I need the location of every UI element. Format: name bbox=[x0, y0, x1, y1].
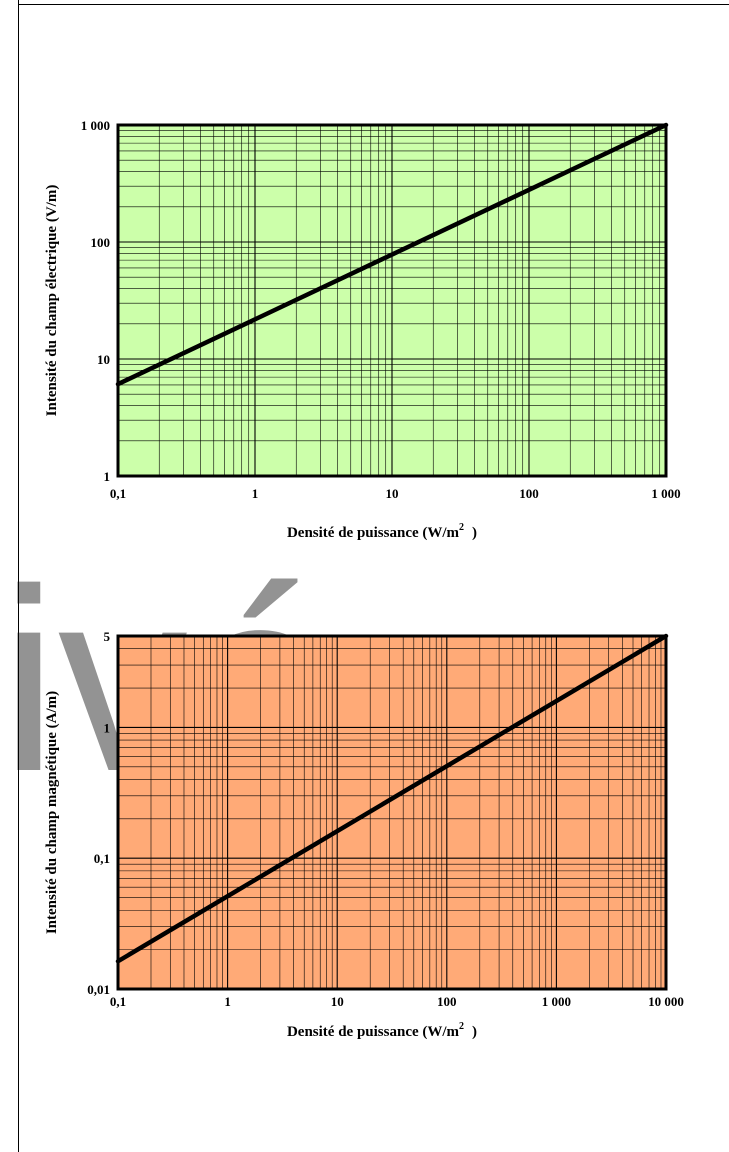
y-tick-label: 1 000 bbox=[81, 118, 110, 133]
y-tick-label: 5 bbox=[104, 629, 111, 644]
x-axis-title: Densité de puissance (W/m2) bbox=[287, 1021, 477, 1040]
x-tick-label: 10 bbox=[331, 994, 344, 1009]
x-axis-title: Densité de puissance (W/m2) bbox=[287, 522, 477, 541]
plot-background bbox=[118, 636, 666, 989]
y-tick-label: 0,1 bbox=[94, 851, 110, 866]
x-tick-label: 100 bbox=[519, 486, 539, 501]
electric-field-chart: 0,1 1 10 100 1 000 1 10 100 1 000 Densité de puis… bbox=[44, 118, 681, 541]
x-grid bbox=[150, 636, 662, 989]
x-tick-label: 10 000 bbox=[648, 994, 684, 1009]
series-line-0 bbox=[115, 122, 669, 387]
y-grid bbox=[118, 648, 666, 950]
y-tick-label: 1 bbox=[104, 469, 111, 484]
x-tick-label: 1 000 bbox=[542, 994, 571, 1009]
x-tick-label: 1 bbox=[224, 994, 231, 1009]
x-grid bbox=[158, 125, 661, 476]
plot-frame bbox=[116, 123, 668, 478]
y-tick-label: 10 bbox=[97, 352, 110, 367]
y-tick-label: 1 bbox=[104, 720, 111, 735]
y-grid bbox=[118, 130, 666, 442]
y-tick-label: 0,01 bbox=[87, 982, 110, 997]
y-axis-title: Intensité du champ électrique (V/m) bbox=[44, 185, 60, 417]
page-frame-left bbox=[18, 0, 19, 1152]
y-tick-label: 100 bbox=[91, 235, 111, 250]
x-tick-label: 10 bbox=[386, 486, 399, 501]
x-tick-label: 1 000 bbox=[651, 486, 680, 501]
plot-frame bbox=[116, 634, 668, 991]
series-line-0 bbox=[115, 633, 669, 964]
x-tick-label: 0,1 bbox=[110, 994, 126, 1009]
x-tick-label: 0,1 bbox=[110, 486, 126, 501]
y-axis-title: Intensité du champ magnétique (A/m) bbox=[44, 691, 60, 934]
x-tick-label: 1 bbox=[252, 486, 259, 501]
x-tick-label: 100 bbox=[437, 994, 457, 1009]
page-frame-top bbox=[18, 4, 729, 5]
